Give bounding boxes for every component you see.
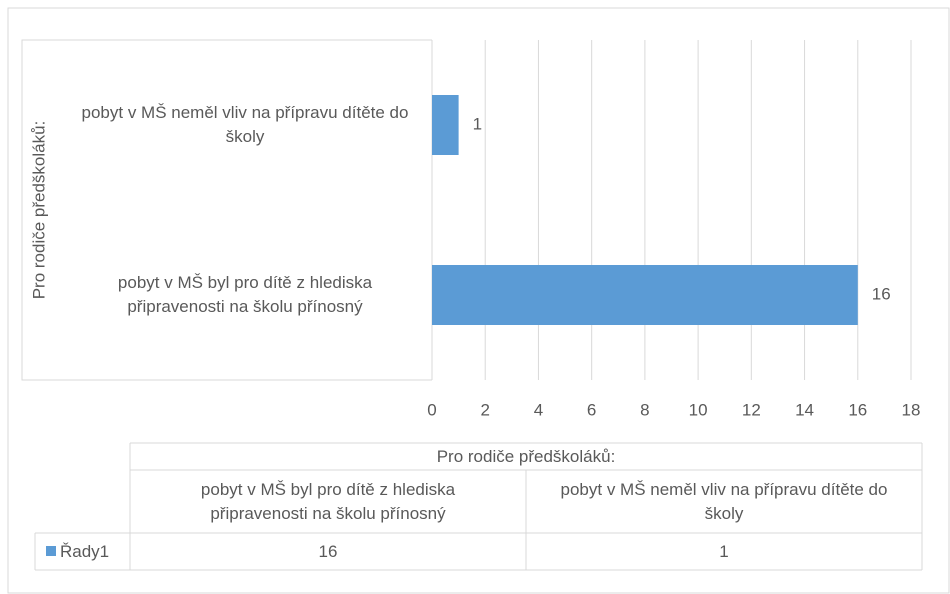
table-category: pobyt v MŠ byl pro dítě z hlediska připr…: [200, 479, 456, 523]
y-axis-title: Pro rodiče předškoláků:: [29, 121, 48, 300]
table-header: Pro rodiče předškoláků:: [436, 446, 616, 466]
x-tick-label: 12: [742, 400, 761, 419]
category-box: [21, 39, 432, 381]
data-label: 1: [473, 114, 482, 133]
y-tick-label: pobyt v MŠ byl pro dítě z hlediska připr…: [117, 273, 373, 316]
table-category: pobyt v MŠ neměl vliv na přípravu dítěte…: [560, 479, 888, 523]
x-tick-label: 18: [902, 400, 921, 419]
x-tick-label: 2: [480, 400, 489, 419]
y-tick-label: pobyt v MŠ neměl vliv na přípravu dítěte…: [81, 103, 409, 146]
x-tick-label: 6: [587, 400, 596, 419]
x-tick-label: 16: [848, 400, 867, 419]
x-tick-label: 10: [689, 400, 708, 419]
table-value: 16: [318, 541, 338, 561]
data-label: 16: [872, 284, 891, 303]
table-value: 1: [719, 541, 729, 561]
bar: [432, 265, 858, 325]
x-tick-label: 0: [427, 400, 436, 419]
legend-label: Řady1: [60, 541, 110, 561]
x-tick-label: 8: [640, 400, 649, 419]
chart-border: [7, 7, 950, 594]
x-tick-label: 14: [795, 400, 814, 419]
legend-swatch: [46, 546, 56, 556]
x-tick-label: 4: [534, 400, 543, 419]
bar: [432, 95, 459, 155]
